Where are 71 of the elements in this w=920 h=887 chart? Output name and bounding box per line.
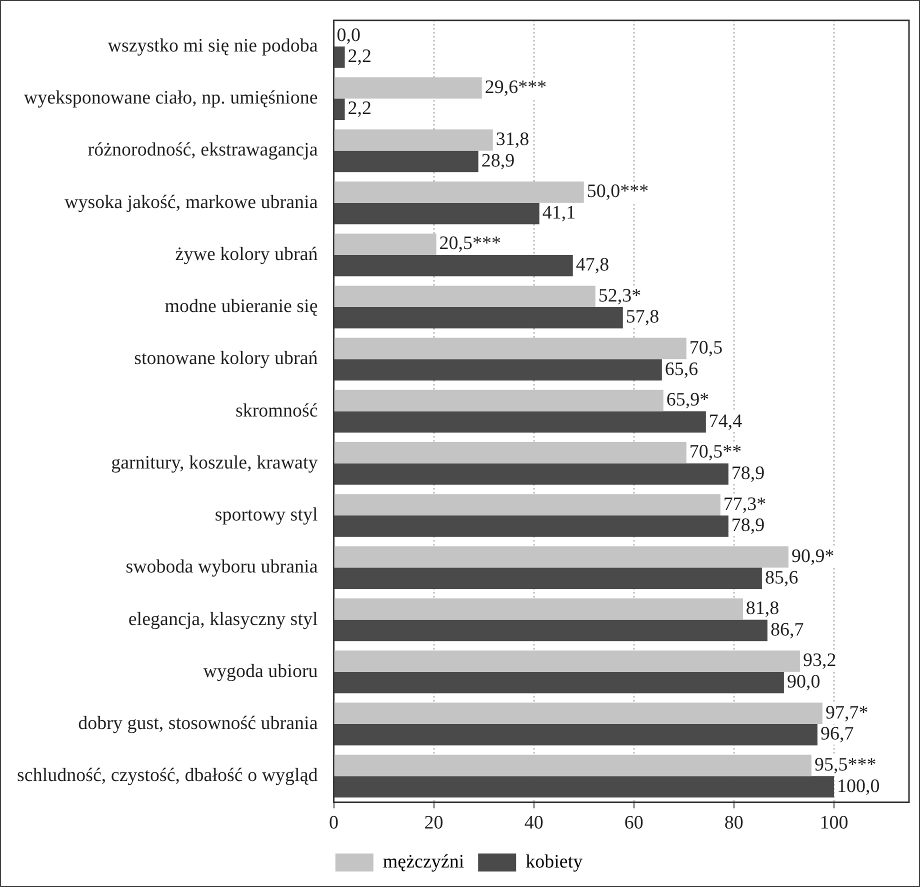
data-label: 57,8 [626, 306, 660, 328]
bar [334, 181, 584, 203]
data-label: 47,8 [576, 254, 610, 276]
bar [334, 129, 493, 151]
bar [334, 546, 788, 568]
bar [334, 234, 436, 255]
y-tick-label: modne ubieranie się [164, 296, 318, 318]
data-label: 90,0 [786, 672, 820, 693]
data-label: 0,0 [336, 24, 361, 46]
data-label: 81,8 [746, 598, 780, 620]
data-label: 74,4 [708, 410, 743, 432]
bar [334, 98, 345, 120]
bar [334, 598, 743, 620]
data-label: 97,7* [825, 702, 868, 724]
x-tick-label: 40 [524, 812, 544, 834]
y-tick-label: elegancja, klasyczny styl [128, 608, 318, 630]
data-label: 52,3* [598, 285, 642, 306]
bar [334, 77, 482, 99]
data-label: 28,9 [481, 150, 515, 172]
data-label: 29,6*** [484, 76, 547, 98]
y-tick-label: wygoda ubioru [203, 660, 318, 682]
y-tick-label: różnorodność, ekstrawagancja [88, 140, 318, 161]
data-label: 2,2 [348, 46, 372, 68]
bar [334, 390, 664, 412]
data-label: 86,7 [770, 619, 804, 640]
y-tick-label: sportowy styl [214, 504, 318, 526]
data-label: 100,0 [836, 776, 880, 797]
bar [334, 754, 812, 776]
bar [334, 672, 784, 694]
y-tick-label: wysoka jakość, markowe ubrania [64, 192, 318, 213]
data-label: 70,5** [689, 442, 742, 463]
data-label: 78,9 [731, 515, 765, 536]
legend-label: mężczyźni [382, 851, 464, 872]
bar [334, 650, 800, 672]
data-label: 2,2 [348, 98, 372, 120]
data-label: 77,3* [723, 494, 766, 515]
data-label: 95,5*** [814, 754, 876, 776]
y-tick-label: schludność, czystość, dbałość o wygląd [16, 765, 318, 786]
y-tick-label: swoboda wyboru ubrania [126, 556, 318, 578]
y-tick-label: skromność [235, 400, 318, 422]
y-tick-label: stonowane kolory ubrań [134, 348, 318, 370]
x-tick-label: 100 [820, 812, 848, 834]
bar [334, 286, 596, 308]
y-tick-label: wszystko mi się nie podoba [108, 35, 318, 56]
data-label: 41,1 [542, 202, 576, 224]
data-label: 93,2 [802, 650, 836, 672]
data-label: 85,6 [764, 567, 798, 588]
bar [334, 338, 686, 360]
data-label: 70,5 [689, 337, 723, 358]
bar [334, 46, 345, 68]
data-label: 96,7 [820, 724, 854, 745]
x-tick-label: 60 [624, 812, 644, 834]
data-label: 65,6 [664, 358, 698, 380]
y-tick-label: żywe kolory ubrań [175, 244, 318, 265]
bar [334, 494, 720, 516]
data-label: 31,8 [496, 129, 530, 150]
x-tick-label: 20 [424, 812, 444, 834]
y-tick-label: dobry gust, stosowność ubrania [78, 713, 318, 734]
data-label: 50,0*** [586, 181, 649, 202]
bar [334, 442, 686, 464]
bar [334, 724, 818, 746]
x-tick-label: 80 [724, 812, 744, 834]
x-tick-label: 0 [329, 812, 339, 834]
legend-label: kobiety [526, 851, 584, 872]
data-label: 90,9* [791, 546, 834, 567]
data-label: 65,9* [666, 390, 710, 411]
y-tick-label: wyeksponowane ciało, np. umięśnione [24, 88, 318, 109]
y-tick-label: garnitury, koszule, krawaty [111, 452, 318, 474]
data-label: 78,9 [731, 463, 765, 484]
data-label: 20,5*** [439, 233, 502, 254]
bar [334, 702, 822, 724]
